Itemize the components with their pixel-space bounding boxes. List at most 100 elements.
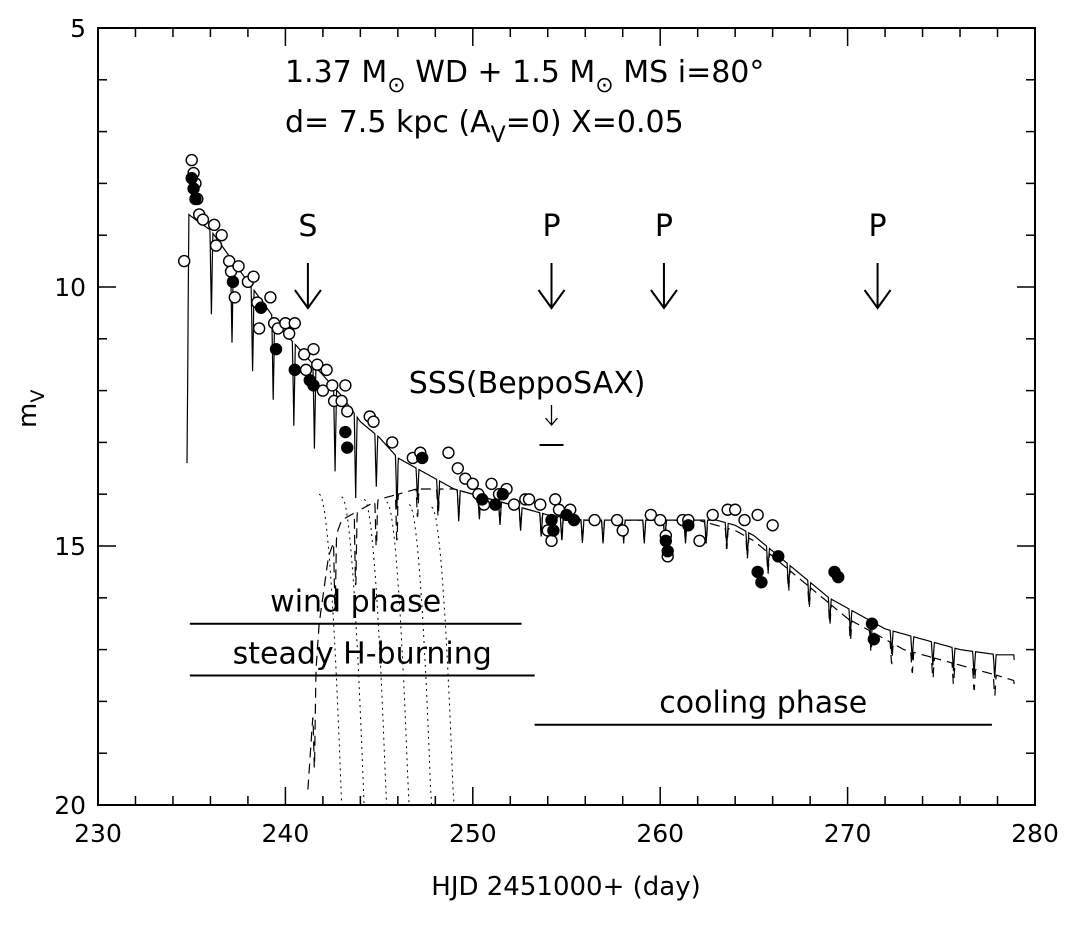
- data-point-filled: [226, 275, 240, 289]
- sss-label: SSS(BeppoSAX): [409, 366, 646, 401]
- data-point-open: [485, 477, 498, 491]
- data-point-filled: [489, 498, 502, 511]
- x-tick-label: 280: [1011, 819, 1059, 848]
- x-tick-label: 230: [74, 819, 122, 848]
- chart-title-line-1: 1.37 M⊙ WD + 1.5 M⊙ MS i=80°: [285, 55, 764, 98]
- data-point-open: [386, 436, 399, 449]
- data-point-open: [522, 493, 536, 506]
- x-tick-label: 240: [262, 819, 310, 848]
- y-tick-label: 15: [54, 532, 86, 561]
- data-point-filled: [416, 451, 429, 465]
- data-point-open: [507, 498, 521, 511]
- data-point-open: [545, 534, 558, 548]
- data-point-open: [728, 503, 742, 516]
- plot-frame: [97, 27, 1036, 806]
- y-tick-label: 10: [54, 273, 86, 302]
- data-point-open: [264, 291, 277, 304]
- data-point-filled: [339, 425, 352, 439]
- x-axis-title: HJD 2451000+ (day): [431, 872, 700, 902]
- data-point-open: [196, 213, 210, 226]
- data-point-open: [442, 446, 455, 459]
- data-point-open: [706, 508, 719, 522]
- model-curve-dotted: [318, 493, 343, 806]
- phase-label: cooling phase: [659, 686, 867, 721]
- data-point-open: [209, 239, 223, 252]
- x-tick-label: 260: [636, 819, 684, 848]
- data-point-open: [451, 462, 465, 475]
- data-point-open: [247, 270, 260, 283]
- arrow-down-icon: [863, 263, 892, 310]
- data-point-open: [738, 513, 751, 527]
- data-point-filled: [269, 342, 283, 356]
- data-point-open: [185, 153, 198, 167]
- data-point-filled: [567, 513, 581, 527]
- data-point-filled: [187, 182, 200, 195]
- data-points: [178, 153, 881, 646]
- data-point-open: [549, 493, 562, 506]
- arrow-down-icon: [650, 263, 678, 310]
- data-point-open: [466, 477, 479, 491]
- data-point-open: [316, 384, 330, 397]
- model-curve-dotted: [386, 501, 410, 806]
- sun-symbol-icon: ⊙: [595, 73, 613, 98]
- data-point-filled: [659, 534, 673, 548]
- arrow-label: P: [869, 209, 887, 244]
- data-point-filled: [755, 576, 768, 589]
- data-point-filled: [254, 301, 268, 314]
- arrow-label: P: [655, 209, 673, 244]
- data-point-open: [339, 379, 352, 392]
- data-point-filled: [475, 493, 489, 506]
- data-point-open: [207, 218, 221, 232]
- data-point-filled: [682, 519, 695, 532]
- data-point-open: [335, 394, 348, 408]
- data-point-open: [320, 363, 333, 377]
- model-curve-dashed: [307, 488, 1015, 790]
- data-point-filled: [189, 192, 202, 206]
- data-point-filled: [865, 617, 879, 630]
- data-point-filled: [867, 633, 881, 646]
- arrow-label: P: [542, 209, 560, 244]
- data-point-filled: [185, 172, 198, 185]
- data-point-open: [654, 513, 667, 527]
- arrow-down-icon: [537, 263, 566, 310]
- y-axis-title: mV: [13, 390, 49, 428]
- data-point-filled: [772, 550, 785, 563]
- data-point-open: [215, 228, 228, 242]
- data-point-open: [610, 513, 624, 527]
- data-point-filled: [661, 544, 674, 558]
- data-point-open: [341, 405, 354, 418]
- annotations: S P P P SSS(BeppoSAX) wind phase steady H-burn…: [189, 209, 992, 726]
- data-point-filled: [751, 565, 764, 579]
- data-point-open: [693, 534, 706, 548]
- chart-title-line-2: d= 7.5 kpc (AV=0) X=0.05: [285, 105, 684, 148]
- data-point-open: [311, 358, 324, 371]
- data-point-open: [178, 254, 191, 268]
- axis-ticks: 230 240 250 260 270 280 5 10 15 20: [54, 14, 1059, 848]
- data-point-open: [228, 291, 242, 304]
- data-point-open: [297, 348, 311, 361]
- phase-label: steady H-burning: [233, 637, 492, 672]
- y-tick-label: 20: [54, 791, 86, 820]
- data-point-filled: [341, 441, 354, 454]
- data-point-open: [326, 379, 339, 392]
- data-point-filled: [307, 379, 320, 392]
- data-point-open: [616, 524, 629, 537]
- y-tick-label: 5: [70, 14, 86, 43]
- model-curve-dotted: [363, 498, 388, 806]
- data-point-open: [766, 519, 779, 532]
- data-point-open: [751, 508, 764, 522]
- data-point-filled: [832, 570, 845, 584]
- model-curve-dotted: [431, 506, 455, 806]
- arrow-down-icon: [294, 263, 322, 310]
- data-point-open: [588, 513, 601, 527]
- model-curve-dotted: [341, 496, 365, 806]
- data-point-open: [307, 342, 320, 356]
- data-point-filled: [496, 488, 509, 501]
- x-tick-label: 270: [824, 819, 872, 848]
- data-point-filled: [288, 363, 301, 377]
- data-point-open: [299, 363, 313, 377]
- data-point-open: [252, 322, 266, 335]
- data-point-open: [534, 498, 547, 511]
- x-tick-label: 250: [449, 819, 497, 848]
